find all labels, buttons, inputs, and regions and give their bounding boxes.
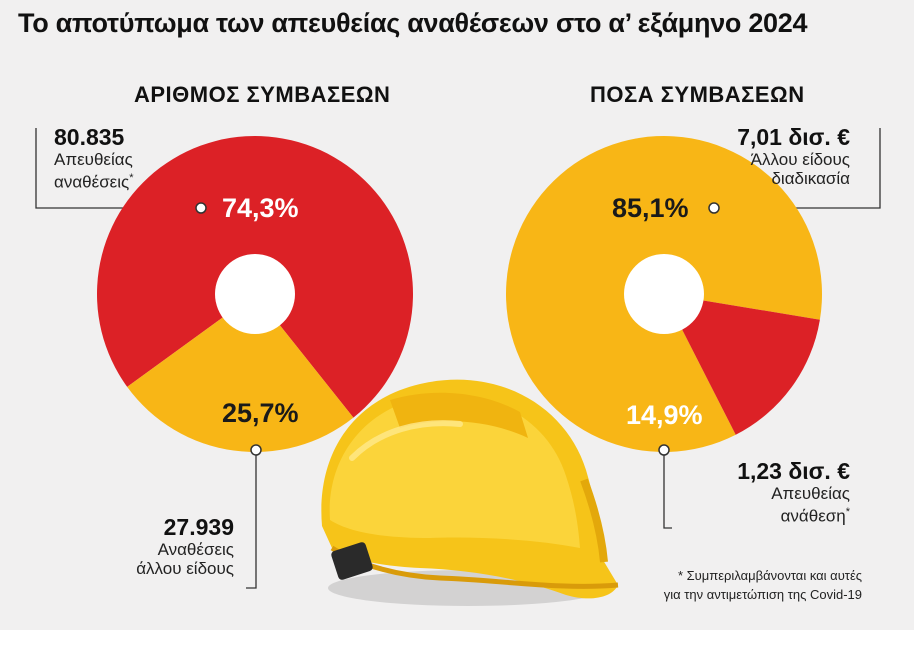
- hard-hat-illustration: [321, 379, 619, 606]
- callout-direct-amount: 1,23 δισ. € Απευθείας ανάθεση*: [737, 458, 850, 526]
- callout-value: 80.835: [54, 124, 125, 150]
- footnote: * Συμπεριλαμβάνονται και αυτές για την α…: [664, 566, 862, 604]
- callout-label-line2: αναθέσεις*: [54, 172, 134, 192]
- donut-chart-count: [97, 136, 414, 453]
- percent-text: 85,1%: [612, 193, 689, 223]
- page-title: Το αποτύπωμα των απευθείας αναθέσεων στο…: [18, 8, 808, 38]
- percent-text: 25,7%: [222, 398, 299, 428]
- footnote-line2: για την αντιμετώπιση της Covid-19: [663, 587, 862, 602]
- charts-canvas: 74,3% 25,7% 85,1% 14,9%: [35, 128, 881, 606]
- callout-value: 27.939: [163, 514, 234, 540]
- percent-label-other-count: 25,7%: [222, 398, 299, 456]
- callout-label-line1: Άλλου είδους: [750, 150, 850, 169]
- callout-other-amount: 7,01 δισ. € Άλλου είδους διαδικασία: [737, 124, 850, 188]
- percent-label-direct-amount: 14,9%: [626, 400, 703, 456]
- percent-text: 74,3%: [222, 193, 299, 223]
- callout-label-line2: άλλου είδους: [136, 559, 234, 578]
- leader-line-other-count: [246, 450, 257, 589]
- percent-label-direct-count: 74,3%: [195, 193, 299, 223]
- callout-value: 1,23 δισ. €: [737, 458, 850, 484]
- footnote-mark: *: [129, 172, 134, 184]
- callout-value: 7,01 δισ. €: [737, 124, 850, 150]
- donut-chart-amount: [505, 136, 822, 452]
- footnote-line1: * Συμπεριλαμβάνονται και αυτές: [677, 568, 862, 583]
- donut-hole: [624, 254, 704, 334]
- callout-label-line1: Αναθέσεις: [157, 540, 234, 559]
- callout-label-line1: Απευθείας: [54, 150, 133, 169]
- chart-title-count: ΑΡΙΘΜΟΣ ΣΥΜΒΑΣΕΩΝ: [134, 82, 391, 107]
- donut-hole: [215, 254, 295, 334]
- percent-label-other-amount: 85,1%: [612, 193, 720, 223]
- bottom-band: [0, 630, 914, 672]
- callout-label-line2: διαδικασία: [771, 169, 850, 188]
- callout-other-count: 27.939 Αναθέσεις άλλου είδους: [136, 514, 234, 578]
- slice-other-count: [127, 294, 354, 453]
- callout-label-line2: ανάθεση*: [780, 506, 850, 526]
- slice-direct-amount: [664, 294, 820, 435]
- callout-label-line1: Απευθείας: [771, 484, 850, 503]
- callout-direct-count: 80.835 Απευθείας αναθέσεις*: [54, 124, 134, 192]
- percent-text: 14,9%: [626, 400, 703, 430]
- leader-line-direct-amount: [663, 452, 672, 529]
- footnote-mark: *: [845, 506, 850, 518]
- chart-title-amount: ΠΟΣΑ ΣΥΜΒΑΣΕΩΝ: [590, 82, 805, 107]
